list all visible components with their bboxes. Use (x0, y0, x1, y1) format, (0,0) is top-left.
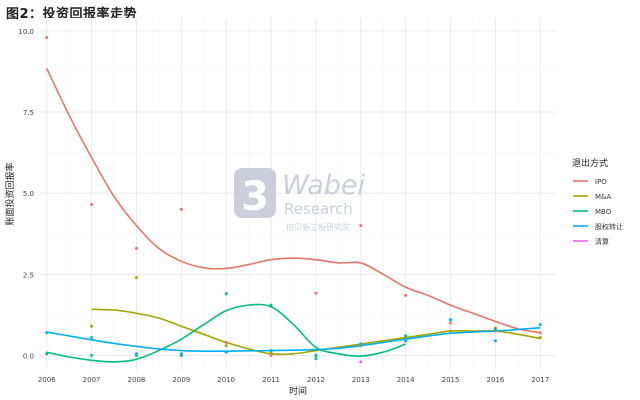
watermark-logo-symbol: 3 (241, 174, 269, 220)
x-tick-label: 2015 (442, 376, 460, 384)
series-curves (46, 67, 541, 363)
x-tick-label: 2016 (487, 376, 505, 384)
series-line-1 (91, 308, 541, 356)
x-tick-label: 2006 (38, 376, 56, 384)
data-point-1 (134, 276, 138, 280)
x-tick-label: 2009 (172, 376, 190, 384)
y-tick-label: 10.0 (18, 28, 34, 36)
y-axis-ticks: 0.0 2.5 5.0 7.5 10.0 (18, 28, 34, 360)
data-point-2 (269, 303, 273, 307)
data-point-1 (538, 336, 542, 340)
data-point-2 (314, 353, 318, 357)
x-axis-label: 时间 (289, 385, 307, 397)
data-point-1 (224, 344, 228, 348)
legend-label-4: 清算 (595, 237, 609, 246)
series-line-2 (46, 303, 406, 363)
data-point-0 (538, 331, 542, 335)
data-point-0 (134, 246, 138, 250)
data-point-3 (224, 350, 228, 354)
y-tick-label: 0.0 (23, 352, 34, 360)
y-axis-label: 账面投资回报率 (4, 162, 16, 225)
data-point-0 (224, 340, 228, 344)
data-point-2 (224, 292, 228, 296)
x-tick-label: 2014 (397, 376, 415, 384)
y-tick-label: 7.5 (23, 109, 34, 117)
data-point-3 (359, 342, 363, 346)
x-tick-label: 2011 (262, 376, 280, 384)
data-point-3 (404, 339, 408, 343)
series-line-3 (46, 327, 541, 353)
data-point-2 (493, 327, 497, 331)
data-point-0 (45, 35, 49, 39)
x-tick-label: 2013 (352, 376, 370, 384)
data-point-0 (90, 203, 94, 207)
legend-label-3: 股权转让 (595, 222, 623, 231)
data-point-0 (269, 353, 273, 357)
x-tick-label: 2012 (307, 376, 325, 384)
data-point-3 (269, 349, 273, 353)
legend-title: 退出方式 (572, 157, 608, 169)
data-point-3 (493, 339, 497, 343)
data-point-3 (45, 331, 49, 335)
watermark-sub: Research (284, 200, 353, 218)
legend-label-1: M&A (595, 193, 611, 201)
data-point-3 (538, 323, 542, 327)
data-point-2 (90, 353, 94, 357)
x-tick-label: 2008 (128, 376, 146, 384)
data-point-3 (314, 357, 318, 361)
x-tick-label: 2010 (217, 376, 235, 384)
y-tick-label: 5.0 (23, 190, 34, 198)
data-point-0 (314, 291, 318, 295)
data-point-1 (449, 329, 453, 333)
x-tick-label: 2017 (531, 376, 549, 384)
data-point-0 (404, 293, 408, 297)
watermark-brand: Wabei (282, 170, 366, 201)
x-tick-label: 2007 (83, 376, 101, 384)
watermark-logo-box (234, 168, 276, 218)
data-point-1 (90, 324, 94, 328)
series-line-0 (46, 67, 541, 334)
watermark-cn: 挖贝新三板研究院 (286, 222, 350, 232)
legend-label-2: MBO (595, 208, 612, 216)
data-point-0 (359, 224, 363, 228)
data-point-3 (449, 318, 453, 322)
data-point-2 (404, 334, 408, 338)
data-point-0 (449, 321, 453, 325)
x-axis-ticks: 2006 2007 2008 2009 2010 2011 2012 2013 2014 2015… (38, 376, 549, 384)
legend-label-0: IPO (595, 178, 607, 186)
data-point-0 (179, 207, 183, 211)
series-points (45, 35, 542, 364)
data-point-2 (45, 352, 49, 356)
watermark: 3 Wabei Research 挖贝新三板研究院 (234, 168, 366, 232)
y-tick-label: 2.5 (23, 271, 34, 279)
data-point-3 (90, 336, 94, 340)
data-point-3 (179, 352, 183, 356)
data-point-4 (359, 360, 363, 364)
data-point-3 (134, 352, 138, 356)
